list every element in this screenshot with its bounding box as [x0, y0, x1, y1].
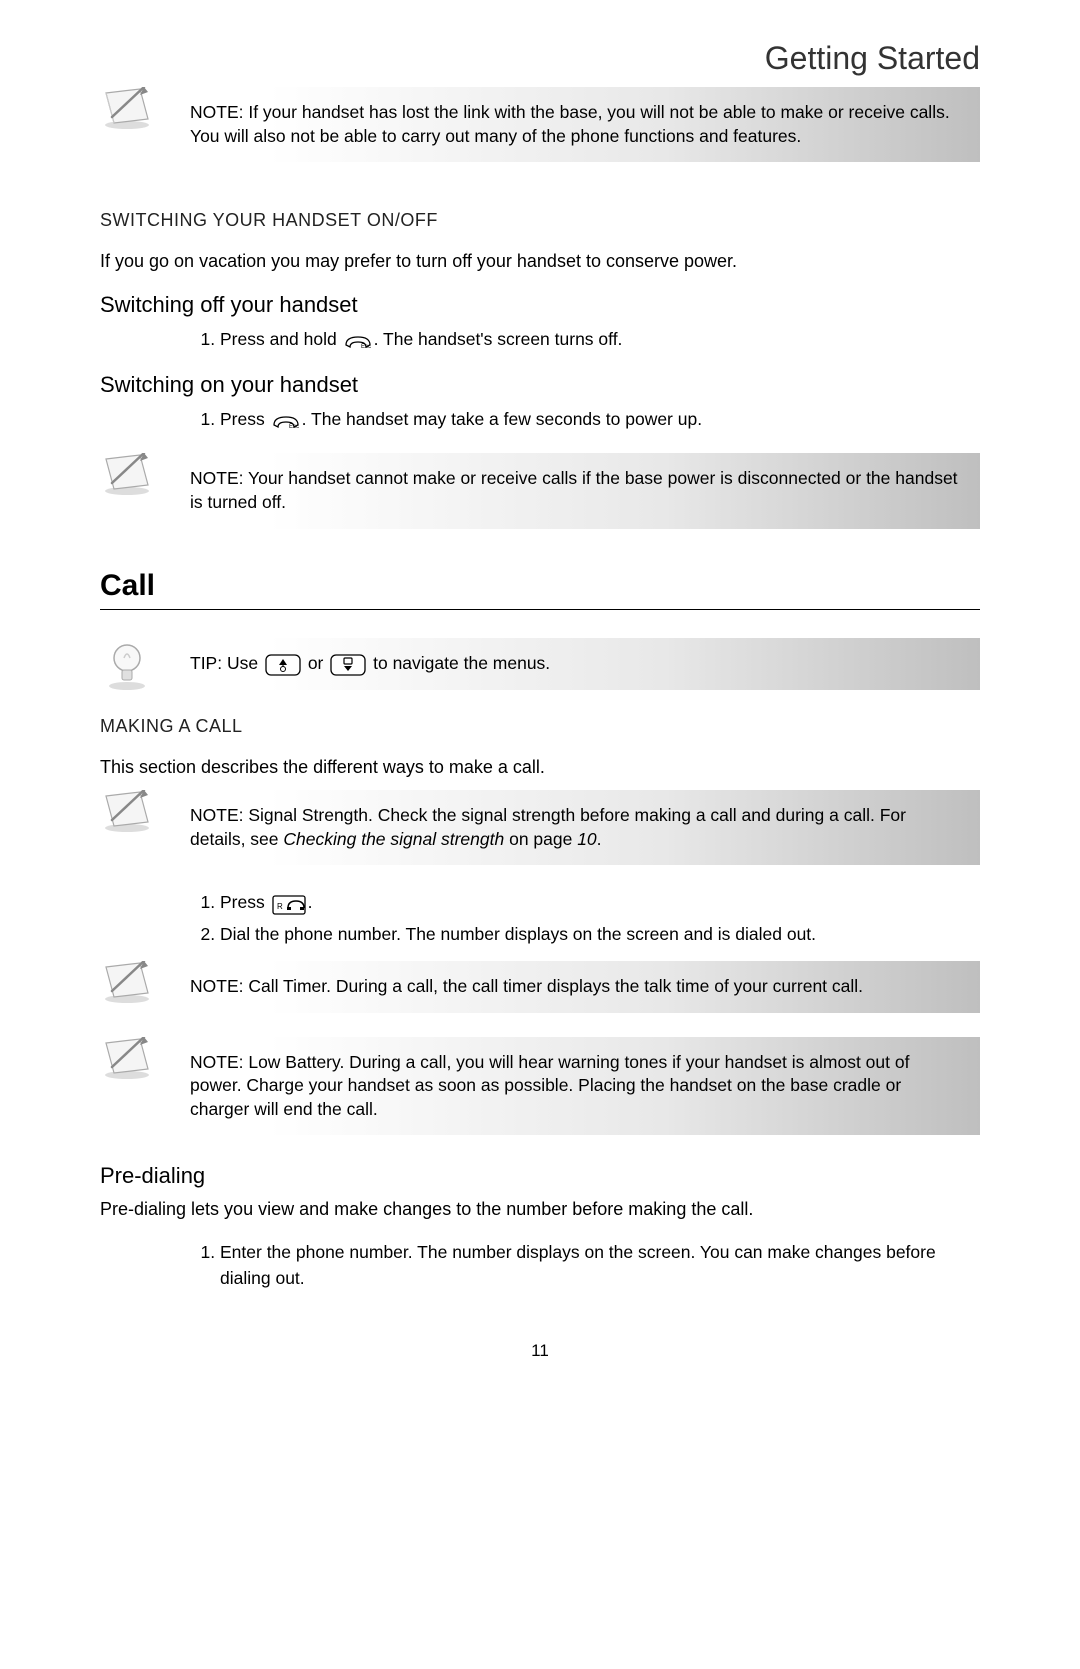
- making-call-steps: Press R. Dial the phone number. The numb…: [220, 889, 980, 947]
- note-body: NOTE: Call Timer. During a call, the cal…: [190, 961, 980, 1013]
- note-label: NOTE:: [190, 102, 243, 122]
- note-text-italic: Checking the signal strength: [283, 829, 504, 849]
- svg-text:Esc: Esc: [361, 344, 371, 350]
- list-item: Dial the phone number. The number displa…: [220, 921, 980, 947]
- note-icon: [100, 87, 160, 131]
- tip-post: to navigate the menus.: [368, 653, 550, 673]
- switching-off-heading: Switching off your handset: [100, 292, 980, 318]
- call-heading: Call: [100, 569, 980, 603]
- note-icon: [100, 1037, 160, 1081]
- making-call-heading: MAKING A CALL: [100, 716, 980, 737]
- switching-intro: If you go on vacation you may prefer to …: [100, 249, 980, 274]
- up-key-icon: [265, 652, 301, 676]
- note-body: NOTE: Low Battery. During a call, you wi…: [190, 1037, 980, 1136]
- down-key-icon: [330, 652, 366, 676]
- hangup-key-icon: Esc: [272, 407, 300, 433]
- predialing-steps: Enter the phone number. The number displ…: [220, 1239, 980, 1292]
- note-low-battery: NOTE: Low Battery. During a call, you wi…: [100, 1037, 980, 1136]
- page-number: 11: [100, 1341, 980, 1361]
- list-item: Press and hold Esc. The handset's screen…: [220, 326, 980, 354]
- step-text-post: . The handset's screen turns off.: [374, 329, 623, 349]
- note-text: Call Timer. During a call, the call time…: [243, 976, 863, 996]
- note-signal-strength: NOTE: Signal Strength. Check the signal …: [100, 790, 980, 865]
- switching-on-heading: Switching on your handset: [100, 372, 980, 398]
- tip-mid: or: [303, 653, 328, 673]
- note-icon: [100, 790, 160, 834]
- page-header-title: Getting Started: [100, 40, 980, 77]
- note-call-timer: NOTE: Call Timer. During a call, the cal…: [100, 961, 980, 1013]
- step-text-pre: Press and hold: [220, 329, 342, 349]
- predialing-heading: Pre-dialing: [100, 1163, 980, 1189]
- section-rule: [100, 609, 980, 610]
- tip-icon: [100, 638, 160, 692]
- note-label: NOTE:: [190, 805, 243, 825]
- note-body: NOTE: Signal Strength. Check the signal …: [190, 790, 980, 865]
- note-text-page: 10: [577, 829, 596, 849]
- note-label: NOTE:: [190, 468, 243, 488]
- note-body: NOTE: If your handset has lost the link …: [190, 87, 980, 162]
- note-label: NOTE:: [190, 1052, 243, 1072]
- step-text-pre: Press: [220, 409, 270, 429]
- tip-navigate: TIP: Use or to navigate the menus.: [100, 638, 980, 692]
- list-item: Enter the phone number. The number displ…: [220, 1239, 980, 1292]
- list-item: Press R.: [220, 889, 980, 917]
- svg-text:R: R: [277, 902, 283, 911]
- step-text-pre: Press: [220, 892, 270, 912]
- note-lost-link: NOTE: If your handset has lost the link …: [100, 87, 980, 162]
- step-text-post: . The handset may take a few seconds to …: [302, 409, 702, 429]
- note-text-end: .: [597, 829, 602, 849]
- list-item: Press Esc. The handset may take a few se…: [220, 406, 980, 434]
- predialing-intro: Pre-dialing lets you view and make chang…: [100, 1197, 980, 1222]
- tip-body: TIP: Use or to navigate the menus.: [190, 638, 980, 690]
- tip-pre: Use: [222, 653, 263, 673]
- talk-key-icon: R: [272, 890, 306, 916]
- note-body: NOTE: Your handset cannot make or receiv…: [190, 453, 980, 528]
- note-icon: [100, 453, 160, 497]
- note-text: Your handset cannot make or receive call…: [190, 468, 958, 512]
- note-base-power: NOTE: Your handset cannot make or receiv…: [100, 453, 980, 528]
- hangup-key-icon: Esc: [344, 328, 372, 354]
- section-switching-heading: SWITCHING YOUR HANDSET ON/OFF: [100, 210, 980, 231]
- switching-on-steps: Press Esc. The handset may take a few se…: [220, 406, 980, 434]
- note-text: Low Battery. During a call, you will hea…: [190, 1052, 909, 1119]
- switching-off-steps: Press and hold Esc. The handset's screen…: [220, 326, 980, 354]
- page: Getting Started NOTE: If your handset ha…: [0, 0, 1080, 1401]
- svg-text:Esc: Esc: [289, 424, 299, 430]
- note-text-b: on page: [504, 829, 577, 849]
- step-text-post: .: [308, 892, 313, 912]
- note-text: If your handset has lost the link with t…: [190, 102, 950, 146]
- step-text: Enter the phone number. The number displ…: [220, 1242, 936, 1288]
- note-label: NOTE:: [190, 976, 243, 996]
- tip-label: TIP:: [190, 653, 222, 673]
- note-icon: [100, 961, 160, 1005]
- making-intro: This section describes the different way…: [100, 755, 980, 780]
- step-text: Dial the phone number. The number displa…: [220, 924, 816, 944]
